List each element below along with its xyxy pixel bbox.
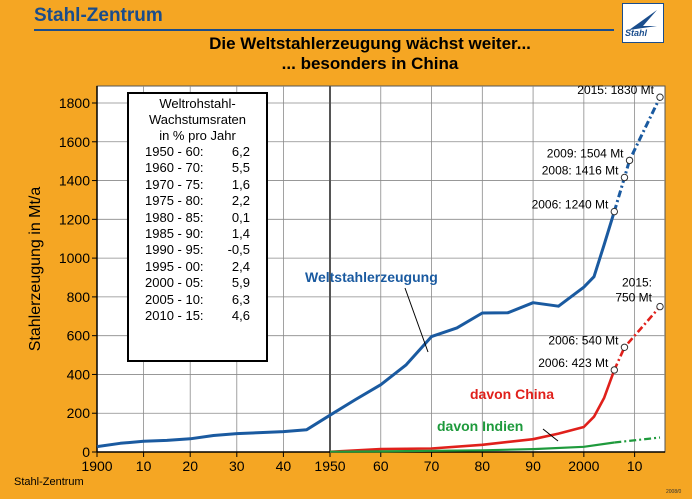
series-projection-line (612, 96, 662, 213)
brand-underline (34, 29, 614, 31)
series-label-pointer (542, 428, 559, 442)
series-projection-line (613, 305, 661, 371)
x-tick-label: 70 (424, 458, 440, 474)
growth-table-row: 1985 - 90: 1,4 (129, 226, 266, 242)
x-tick-label: 90 (525, 458, 541, 474)
growth-table-row: 1960 - 70: 5,5 (129, 160, 266, 176)
growth-table-period: 2010 - 15: (145, 307, 204, 323)
growth-table-period: 1970 - 75: (145, 176, 204, 192)
series-label: davon Indien (437, 418, 523, 434)
annotation-marker (656, 302, 664, 311)
stahl-logo (622, 3, 664, 43)
growth-table-row: 2000 - 05: 5,9 (129, 275, 266, 291)
growth-table-rate: 0,1 (231, 209, 250, 225)
growth-table-rate: -0,5 (227, 242, 250, 258)
series-line (329, 441, 615, 453)
annotation-label: 750 Mt (615, 291, 652, 305)
annotation-marker (610, 207, 619, 216)
y-tick-label: 1600 (59, 134, 90, 150)
growth-table-rate: 1,6 (231, 176, 250, 192)
growth-table-row: 2010 - 15: 4,6 (129, 308, 266, 324)
x-tick-label: 10 (627, 458, 643, 474)
growth-table-title-line: Wachstumsraten (148, 112, 247, 127)
growth-table-title-line: in % pro Jahr (159, 128, 236, 143)
footer-code: 2008/0 (666, 489, 682, 495)
growth-table-rate: 6,3 (231, 291, 250, 307)
annotation-marker (620, 343, 629, 351)
growth-table-title-line: Weltrohstahl- (159, 96, 236, 111)
logo-swoosh-icon (629, 10, 657, 30)
x-tick-label: 30 (229, 458, 245, 474)
y-tick-label: 400 (67, 366, 91, 382)
chart-title-line1: Die Weltstahlerzeugung wächst weiter... (209, 34, 531, 53)
annotation-marker (656, 93, 664, 101)
growth-table-rate: 6,2 (231, 144, 250, 159)
growth-table-row: 1995 - 00: 2,4 (129, 259, 266, 275)
annotation-label: 2006: 1240 Mt (532, 198, 609, 212)
annotation-label: 2008: 1416 Mt (542, 163, 619, 177)
x-tick-label: 20 (182, 458, 198, 474)
growth-table-period: 2000 - 05: (145, 275, 204, 291)
annotation-label: 2006: 540 Mt (548, 333, 619, 347)
x-tick-label: 60 (373, 458, 389, 474)
growth-table-row: 1980 - 85: 0,1 (129, 210, 266, 226)
growth-table-rate: 1,4 (231, 225, 250, 241)
y-tick-label: 800 (67, 289, 91, 305)
growth-table-row: 1970 - 75: 1,6 (129, 177, 266, 193)
y-tick-label: 0 (82, 444, 90, 460)
growth-table-period: 1950 - 60: (145, 144, 204, 159)
growth-table-period: 1980 - 85: (145, 209, 204, 225)
y-tick-label: 1200 (59, 211, 90, 227)
x-tick-label: 80 (475, 458, 491, 474)
chart-title-line2: ... besonders in China (281, 54, 459, 73)
growth-table-title: Weltrohstahl- Wachstumsraten in % pro Ja… (129, 96, 266, 144)
y-tick-label: 600 (67, 328, 91, 344)
growth-table-period: 2005 - 10: (145, 291, 204, 307)
y-tick-label: 1800 (59, 95, 90, 111)
growth-table-rate: 4,6 (231, 307, 250, 323)
x-tick-label: 2000 (568, 458, 599, 474)
growth-table-rate: 5,5 (231, 160, 250, 176)
growth-table-period: 1975 - 80: (145, 193, 204, 209)
growth-table-row: 1990 - 95: -0,5 (129, 242, 266, 258)
growth-table-period: 1995 - 00: (145, 258, 204, 274)
brand-name: Stahl-Zentrum (34, 5, 163, 26)
growth-table-row: 1975 - 80: 2,2 (129, 193, 266, 209)
annotation-marker (625, 156, 634, 165)
growth-table-row: 2005 - 10: 6,3 (129, 292, 266, 308)
growth-table-row: 1950 - 60: 6,2 (129, 144, 266, 160)
series-label: Weltstahlerzeugung (305, 269, 438, 285)
x-tick-label: 10 (136, 458, 152, 474)
series-label: davon China (470, 386, 554, 402)
growth-table-rate: 2,4 (231, 258, 250, 274)
x-tick-label: 40 (276, 458, 292, 474)
y-tick-label: 1400 (59, 173, 90, 189)
growth-rate-table: Weltrohstahl- Wachstumsraten in % pro Ja… (127, 92, 268, 362)
growth-table-rows: 1950 - 60: 6,2 1960 - 70: 5,5 1970 - 75: 1,6 1… (129, 144, 266, 324)
footer-source: Stahl-Zentrum (14, 476, 84, 488)
y-tick-label: 200 (67, 405, 91, 421)
series-line (96, 211, 616, 449)
y-tick-label: 1000 (59, 250, 90, 266)
growth-table-rate: 2,2 (231, 193, 250, 209)
series-line (329, 369, 616, 454)
growth-table-rate: 5,9 (231, 275, 250, 291)
x-tick-label: 1900 (81, 458, 112, 474)
y-axis-label: Stahlerzeugung in Mt/a (27, 187, 44, 352)
annotation-marker (610, 366, 619, 374)
growth-table-period: 1960 - 70: (145, 160, 204, 176)
annotation-label: 2015: (622, 276, 652, 290)
growth-table-period: 1990 - 95: (145, 242, 204, 258)
growth-table-period: 1985 - 90: (145, 225, 204, 241)
logo-text: Stahl (625, 28, 648, 38)
x-tick-label: 1950 (314, 458, 345, 474)
annotation-label: 2015: 1830 Mt (577, 83, 654, 97)
annotation-label: 2009: 1504 Mt (547, 146, 624, 160)
series-label-pointer (404, 287, 429, 353)
annotation-marker (620, 173, 629, 182)
annotation-label: 2006: 423 Mt (538, 356, 609, 370)
